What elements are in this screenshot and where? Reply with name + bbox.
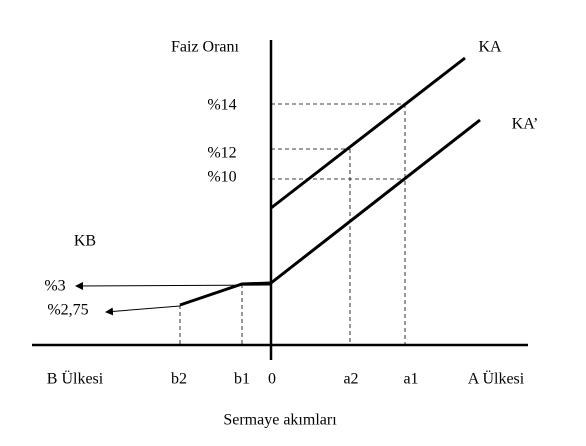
curve-label: KB: [74, 233, 96, 250]
x-label: a1: [403, 371, 418, 388]
rate-label: %14: [207, 97, 236, 114]
dashed-guides: [179, 103, 406, 345]
kb-line: [179, 281, 272, 307]
arrow: [75, 281, 272, 290]
x-label: 0: [268, 371, 276, 388]
rate-label: %3: [44, 278, 65, 295]
x-label: b2: [171, 371, 187, 388]
arrow: [105, 305, 181, 316]
ka-prime-line: [270, 118, 481, 285]
x-label: A Ülkesi: [468, 370, 525, 388]
rate-label: %12: [207, 145, 236, 162]
x-axis-label: Sermaye akımları: [223, 412, 337, 429]
x-label: b1: [234, 371, 250, 388]
y-axis-label: Faiz Oranı: [171, 39, 240, 56]
x-label: B Ülkesi: [47, 370, 104, 388]
curve-label: KA: [478, 39, 502, 56]
curve-label: KA’: [512, 116, 539, 133]
rate-label: %10: [207, 169, 236, 186]
ka-line: [270, 56, 466, 210]
rate-label: %2,75: [47, 302, 88, 319]
x-label: a2: [343, 371, 358, 388]
